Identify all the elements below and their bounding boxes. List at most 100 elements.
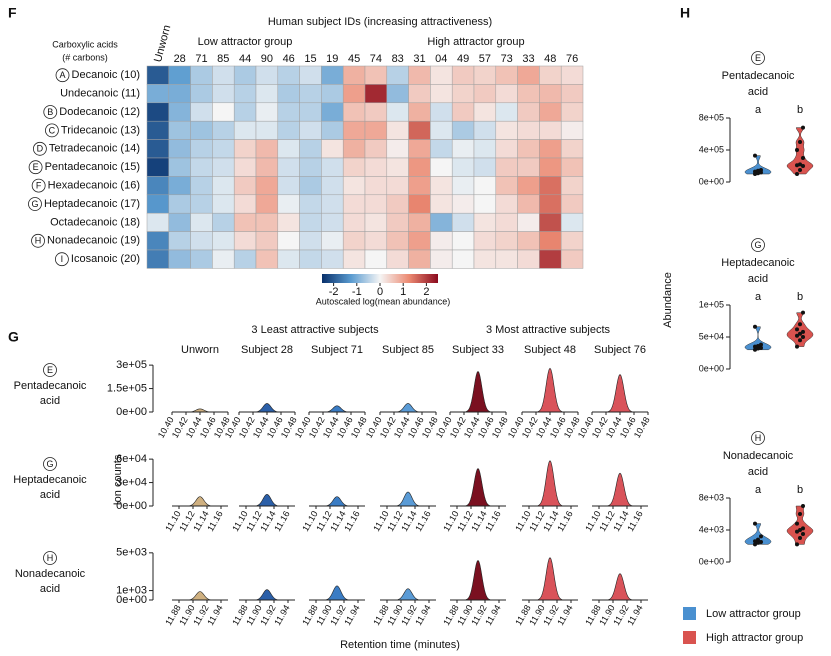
heatmap-cell [146, 65, 170, 85]
heatmap-cell [168, 231, 191, 251]
data-point [801, 504, 805, 508]
column-label: 48 [544, 53, 556, 65]
data-point [759, 534, 763, 539]
heatmap-cell [146, 231, 170, 251]
heatmap-cell [146, 176, 170, 196]
heatmap-cell [560, 249, 584, 269]
heatmap-cell [277, 139, 300, 159]
violin-marker-circle [751, 51, 765, 65]
heatmap-cell [495, 176, 518, 196]
heatmap-cell [321, 139, 344, 159]
chromatogram-peak [380, 491, 436, 507]
violin-marker: E [755, 53, 761, 63]
y-tick-label: 3e+05 [116, 359, 147, 371]
subject-label: Subject 85 [382, 344, 434, 356]
x-axis-label: Retention time (minutes) [340, 639, 460, 651]
heatmap-cell [190, 157, 213, 177]
heatmap-cell [299, 139, 322, 159]
heatmap-cell [539, 157, 562, 177]
heatmap-cell [342, 249, 366, 269]
heatmap-cell [277, 102, 300, 122]
heatmap-cell [364, 139, 388, 159]
heatmap-cell [321, 249, 344, 269]
data-point [795, 521, 799, 526]
violin-title: acid [748, 86, 768, 98]
row-marker: I [61, 254, 64, 264]
heatmap-cell [539, 84, 562, 104]
row-marker: B [47, 107, 53, 117]
data-point [801, 156, 805, 160]
y-tick-label: 8e+05 [699, 112, 724, 122]
heatmap-cell [560, 212, 584, 232]
heatmap-cell [495, 120, 518, 140]
column-label: 90 [261, 53, 273, 65]
heatmap-cell [342, 231, 366, 251]
row-label: Decanoic (10) [72, 69, 140, 81]
heatmap-cell [146, 120, 170, 140]
heatmap-cell [408, 249, 431, 269]
heatmap-cell [255, 120, 279, 140]
heatmap-cell [560, 157, 584, 177]
heatmap-cell [430, 65, 453, 85]
row-label: Pentadecanoic (15) [45, 161, 140, 173]
y-tick-label: 5e+03 [116, 547, 147, 559]
heatmap-cell [386, 157, 409, 177]
data-point [795, 344, 799, 349]
heatmap-cell [560, 194, 584, 214]
heatmap-cell [190, 249, 213, 269]
significance-letter: a [755, 291, 762, 303]
row-marker-circle [32, 141, 47, 156]
heatmap-cell [473, 176, 497, 196]
heatmap-cell [539, 231, 562, 251]
heatmap-cell [364, 65, 388, 85]
column-label: 57 [479, 53, 491, 65]
chromatogram-peak [450, 468, 506, 507]
heatmap-cell [451, 194, 475, 214]
heatmap-cell [255, 176, 279, 196]
heatmap-cell [473, 231, 497, 251]
row-label: Octadecanoic (18) [50, 216, 140, 228]
data-point [798, 322, 802, 327]
chromatogram-peak [522, 557, 578, 601]
column-label: 04 [435, 53, 447, 65]
heatmap-cell [539, 65, 562, 85]
row-marker-circle [31, 178, 46, 193]
heatmap-cell [364, 176, 388, 196]
chromatogram-peak [592, 573, 648, 601]
data-point [798, 338, 802, 343]
row-label: Heptadecanoic (17) [44, 198, 140, 210]
heatmap-cell [473, 84, 497, 104]
row-marker: F [36, 180, 42, 190]
group-label: 3 Most attractive subjects [486, 324, 611, 336]
chromatogram-peak [309, 496, 365, 507]
heatmap-cell [190, 84, 213, 104]
y-tick-label: 0e+00 [699, 363, 724, 373]
data-point [753, 521, 757, 526]
heatmap-cell [560, 139, 584, 159]
heatmap-cell [146, 157, 170, 177]
heatmap-cell [517, 120, 540, 140]
heatmap-cell [517, 194, 540, 214]
heatmap-cell [233, 65, 257, 85]
compound-label: acid [40, 395, 60, 407]
subject-label: Subject 28 [241, 344, 293, 356]
heatmap-cell [495, 249, 518, 269]
heatmap-cell [168, 212, 191, 232]
heatmap-cell [233, 139, 257, 159]
compound-marker-circle [43, 457, 57, 471]
heatmap-cell [255, 84, 279, 104]
data-point [753, 153, 757, 158]
data-point [759, 345, 763, 350]
y-tick-label: 5e+04 [699, 331, 724, 341]
heatmap-cell [212, 249, 235, 269]
heatmap-cell [168, 176, 191, 196]
compound-marker-circle [43, 363, 57, 377]
data-point [753, 542, 757, 547]
colorbar-tick-label: -1 [352, 286, 362, 298]
heatmap-cell [212, 65, 235, 85]
data-point [759, 168, 763, 172]
heatmap-cell [408, 120, 431, 140]
y-tick-label: 4e+05 [699, 144, 724, 154]
heatmap-cell [495, 65, 518, 85]
heatmap-cell [168, 84, 191, 104]
